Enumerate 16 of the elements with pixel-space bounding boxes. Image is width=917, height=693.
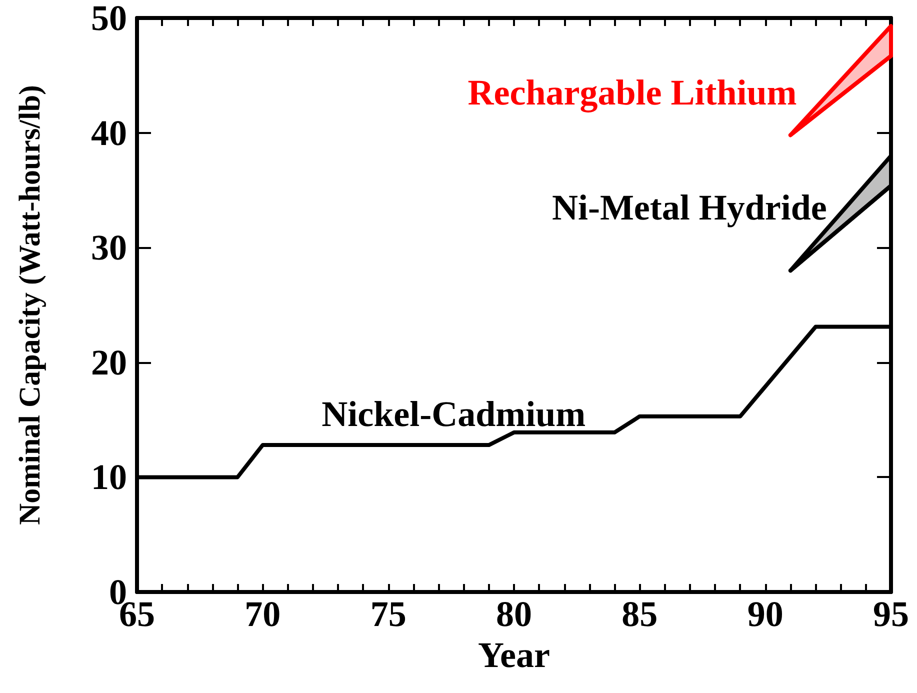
- y-tick-label: 10: [91, 457, 127, 498]
- series-label: Rechargable Lithium: [468, 72, 797, 113]
- y-tick-label: 40: [91, 112, 127, 153]
- y-tick-label: 50: [91, 0, 127, 38]
- y-axis-title: Nominal Capacity (Watt-hours/lb): [14, 84, 46, 526]
- x-tick-label: 90: [747, 594, 784, 634]
- y-tick-label: 20: [91, 342, 127, 382]
- x-tick-label: 80: [496, 594, 532, 634]
- x-tick-label: 95: [873, 594, 909, 634]
- series-label: Ni-Metal Hydride: [552, 187, 827, 228]
- x-axis-title: Year: [478, 634, 550, 675]
- y-tick-label: 30: [91, 228, 127, 268]
- x-tick-label: 70: [244, 594, 281, 634]
- series-label: Nickel-Cadmium: [322, 394, 586, 434]
- x-tick-label: 85: [622, 594, 658, 634]
- x-tick-label: 75: [370, 594, 406, 634]
